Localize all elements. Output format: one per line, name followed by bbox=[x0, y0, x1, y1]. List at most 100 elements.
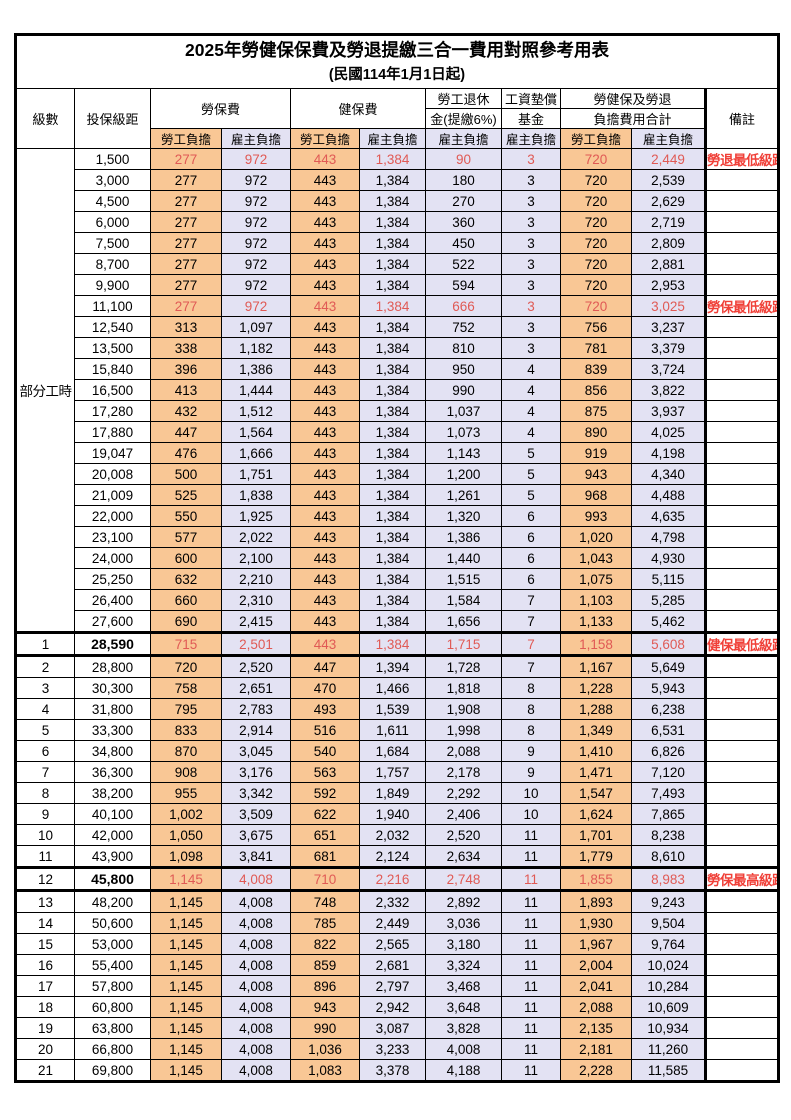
fee-cell: 8,238 bbox=[631, 824, 706, 846]
fee-cell: 1,384 bbox=[359, 484, 426, 506]
table-row: 17 57,800 1,145 4,008 896 2,797 3,468 11 2,041 10… bbox=[15, 975, 779, 997]
table-row: 22,000 550 1,925 443 1,384 1,320 6 993 4,635 bbox=[16, 505, 779, 527]
level-cell: 13 bbox=[15, 890, 75, 913]
fee-cell: 2,953 bbox=[631, 274, 706, 296]
fee-cell: 1,384 bbox=[359, 631, 426, 657]
bracket-cell: 31,800 bbox=[74, 698, 151, 720]
level-cell: 8 bbox=[15, 782, 75, 804]
fee-cell: 1,466 bbox=[359, 677, 426, 699]
header-row-2: 金(提繳6%) 基金 負擔費用合計 bbox=[16, 108, 779, 129]
level-cell: 9 bbox=[15, 803, 75, 825]
level-cell: 6 bbox=[15, 740, 75, 762]
fee-cell: 447 bbox=[290, 655, 360, 678]
fee-cell: 1,384 bbox=[359, 526, 426, 548]
table-row: 6 34,800 870 3,045 540 1,684 2,088 9 1,410 6,826 bbox=[15, 740, 779, 762]
fee-cell: 594 bbox=[425, 274, 502, 296]
fee-cell: 1,539 bbox=[359, 698, 426, 720]
table-row: 9,900 277 972 443 1,384 594 3 720 2,953 bbox=[16, 274, 779, 296]
fee-cell: 785 bbox=[290, 912, 360, 934]
fee-cell: 2,914 bbox=[221, 719, 291, 741]
fee-cell: 720 bbox=[560, 169, 632, 191]
subheader-health-employee: 勞工負擔 bbox=[290, 128, 360, 149]
fee-cell: 360 bbox=[425, 211, 502, 233]
fee-cell: 277 bbox=[150, 148, 222, 170]
bracket-cell: 63,800 bbox=[74, 1017, 151, 1039]
fee-cell: 972 bbox=[221, 190, 291, 212]
fee-cell: 3 bbox=[501, 148, 561, 170]
fee-cell: 10 bbox=[501, 782, 561, 804]
header-row-3: 勞工負擔 雇主負擔 勞工負擔 雇主負擔 雇主負擔 雇主負擔 勞工負擔 雇主負擔 bbox=[16, 128, 779, 149]
fee-cell: 443 bbox=[290, 379, 360, 401]
fee-cell: 1,145 bbox=[150, 912, 222, 934]
level-cell: 5 bbox=[15, 719, 75, 741]
fee-cell: 4,930 bbox=[631, 547, 706, 569]
bracket-cell: 48,200 bbox=[74, 890, 151, 913]
remark-cell bbox=[704, 358, 779, 380]
fee-cell: 4,008 bbox=[221, 912, 291, 934]
fee-cell: 277 bbox=[150, 190, 222, 212]
fee-cell: 443 bbox=[290, 610, 360, 633]
fee-cell: 1,998 bbox=[425, 719, 502, 741]
fee-cell: 3,822 bbox=[631, 379, 706, 401]
remark-cell bbox=[704, 316, 779, 338]
remark-cell bbox=[704, 442, 779, 464]
fee-cell: 720 bbox=[560, 295, 632, 317]
fee-cell: 10,024 bbox=[631, 954, 706, 976]
fee-cell: 443 bbox=[290, 442, 360, 464]
fee-cell: 859 bbox=[290, 954, 360, 976]
table-row: 20 66,800 1,145 4,008 1,036 3,233 4,008 11 2,181… bbox=[15, 1038, 779, 1060]
fee-cell: 5,649 bbox=[631, 655, 706, 678]
fee-cell: 1,384 bbox=[359, 379, 426, 401]
fee-cell: 443 bbox=[290, 274, 360, 296]
level-cell: 21 bbox=[15, 1059, 75, 1082]
fee-cell: 2,748 bbox=[425, 866, 502, 892]
fee-cell: 443 bbox=[290, 211, 360, 233]
fee-cell: 11 bbox=[501, 996, 561, 1018]
table-row: 16,500 413 1,444 443 1,384 990 4 856 3,822 bbox=[16, 379, 779, 401]
fee-cell: 3,324 bbox=[425, 954, 502, 976]
fee-cell: 1,386 bbox=[221, 358, 291, 380]
bracket-cell: 21,009 bbox=[74, 484, 151, 506]
remark-cell bbox=[704, 1059, 779, 1082]
fee-cell: 11 bbox=[501, 866, 561, 892]
fee-cell: 9 bbox=[501, 761, 561, 783]
fee-cell: 443 bbox=[290, 589, 360, 611]
fee-cell: 1,384 bbox=[359, 274, 426, 296]
bracket-cell: 30,300 bbox=[74, 677, 151, 699]
remark-cell bbox=[704, 505, 779, 527]
fee-cell: 3,724 bbox=[631, 358, 706, 380]
fee-cell: 1,838 bbox=[221, 484, 291, 506]
fee-cell: 2,881 bbox=[631, 253, 706, 275]
fee-cell: 3,675 bbox=[221, 824, 291, 846]
fee-cell: 4,008 bbox=[221, 1059, 291, 1082]
fee-cell: 2,022 bbox=[221, 526, 291, 548]
fee-cell: 443 bbox=[290, 316, 360, 338]
fee-cell: 5,462 bbox=[631, 610, 706, 633]
fee-cell: 443 bbox=[290, 484, 360, 506]
table-row: 25,250 632 2,210 443 1,384 1,515 6 1,075 5,115 bbox=[16, 568, 779, 590]
fee-cell: 11 bbox=[501, 933, 561, 955]
fee-cell: 2,041 bbox=[560, 975, 632, 997]
level-cell: 17 bbox=[15, 975, 75, 997]
level-cell: 3 bbox=[15, 677, 75, 699]
fee-cell: 2,539 bbox=[631, 169, 706, 191]
table-row: 26,400 660 2,310 443 1,384 1,584 7 1,103 5,285 bbox=[16, 589, 779, 611]
fee-cell: 715 bbox=[150, 631, 222, 657]
remark-cell bbox=[704, 463, 779, 485]
fee-cell: 3,233 bbox=[359, 1038, 426, 1060]
fee-cell: 2,124 bbox=[359, 845, 426, 868]
table-row: 5 33,300 833 2,914 516 1,611 1,998 8 1,349 6,531 bbox=[15, 719, 779, 741]
fee-cell: 443 bbox=[290, 463, 360, 485]
fee-cell: 3,180 bbox=[425, 933, 502, 955]
fee-cell: 4,008 bbox=[221, 954, 291, 976]
fee-cell: 592 bbox=[290, 782, 360, 804]
fee-cell: 5 bbox=[501, 442, 561, 464]
table-row: 13,500 338 1,182 443 1,384 810 3 781 3,379 bbox=[16, 337, 779, 359]
remark-cell bbox=[704, 589, 779, 611]
fee-cell: 622 bbox=[290, 803, 360, 825]
fee-cell: 3,036 bbox=[425, 912, 502, 934]
fee-cell: 2,449 bbox=[631, 148, 706, 170]
fee-cell: 2,415 bbox=[221, 610, 291, 633]
bracket-cell: 17,880 bbox=[74, 421, 151, 443]
bracket-cell: 24,000 bbox=[74, 547, 151, 569]
